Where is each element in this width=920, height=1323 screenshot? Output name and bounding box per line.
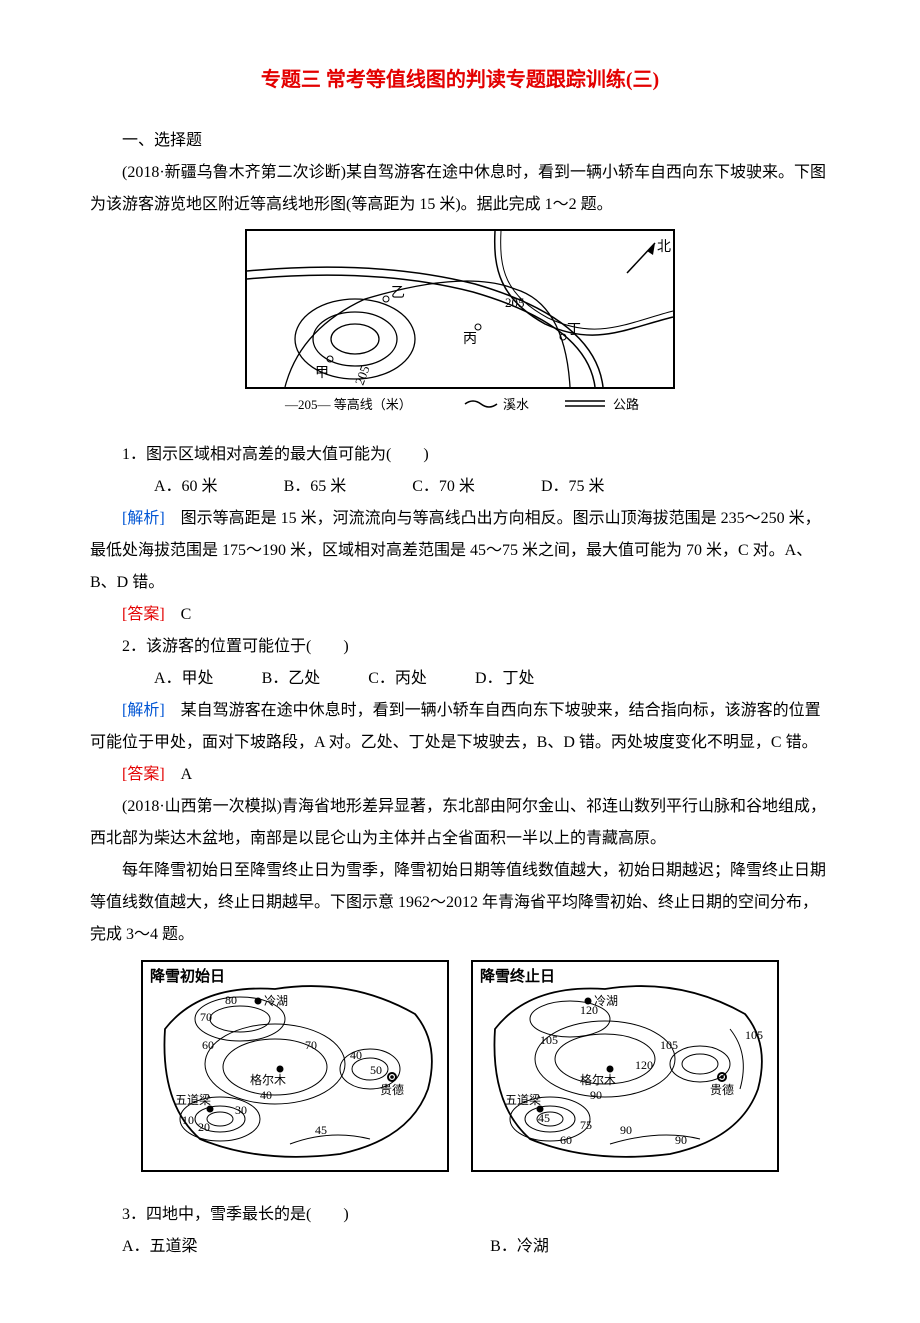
legend-contour: —205— 等高线（米） — [284, 397, 412, 412]
q1-options: A．60 米 B．65 米 C．70 米 D．75 米 — [90, 471, 830, 503]
val: 20 — [198, 1120, 210, 1134]
city-lenghu-l: 冷湖 — [264, 993, 288, 1008]
intro-2b: 每年降雪初始日至降雪终止日为雪季，降雪初始日期等值线数值越大，初始日期越迟；降雪… — [90, 855, 830, 951]
q3-stem: 3．四地中，雪季最长的是( ) — [90, 1199, 830, 1231]
val: 90 — [675, 1133, 687, 1147]
city-wdl-r: 五道梁 — [505, 1092, 541, 1107]
val: 30 — [235, 1103, 247, 1117]
page-title: 专题三 常考等值线图的判读专题跟踪训练(三) — [90, 60, 830, 100]
q3-opt-b: B．冷湖 — [490, 1231, 830, 1263]
q1-opt-d: D．75 米 — [509, 471, 605, 503]
compass-label: 北 — [657, 239, 671, 255]
pt-bing: 丙 — [463, 332, 477, 347]
q2-opt-c: C．丙处 — [336, 663, 427, 695]
q2-answer: [答案] A — [90, 759, 830, 791]
val: 70 — [305, 1038, 317, 1052]
val: 10 — [182, 1113, 194, 1127]
pt-ding: 丁 — [567, 323, 581, 338]
contour-label-1: 205 — [505, 295, 525, 310]
val: 45 — [538, 1111, 550, 1125]
city-geermu-l: 格尔木 — [250, 1072, 286, 1087]
q2-options: A．甲处 B．乙处 C．丙处 D．丁处 — [90, 663, 830, 695]
val: 90 — [590, 1088, 602, 1102]
city-guide-l: 贵德 — [380, 1082, 404, 1097]
legend-stream: 溪水 — [503, 397, 529, 412]
ans-label: [答案] — [122, 766, 165, 783]
city-guide-r: 贵德 — [710, 1082, 734, 1097]
val: 80 — [225, 993, 237, 1007]
q1-stem: 1．图示区域相对高差的最大值可能为( ) — [90, 439, 830, 471]
q2-opt-d: D．丁处 — [443, 663, 535, 695]
figure-2: 降雪初始日 80 70 60 70 40 40 50 30 20 10 45 冷… — [90, 959, 830, 1191]
legend-road: 公路 — [613, 397, 639, 412]
val: 40 — [350, 1048, 362, 1062]
val: 105 — [745, 1028, 763, 1042]
ans-label: [答案] — [122, 606, 165, 623]
q1-exp-text: 图示等高距是 15 米，河流流向与等高线凸出方向相反。图示山顶海拔范围是 235… — [90, 510, 821, 591]
q1-opt-a: A．60 米 — [122, 471, 218, 503]
fig2-left-title: 降雪初始日 — [150, 967, 225, 985]
q3-opt-a: A．五道梁 — [122, 1231, 462, 1263]
intro-2a: (2018·山西第一次模拟)青海省地形差异显著，东北部由阿尔金山、祁连山数列平行… — [90, 791, 830, 855]
val: 105 — [540, 1033, 558, 1047]
val: 45 — [315, 1123, 327, 1137]
q1-ans-text: C — [165, 606, 192, 623]
pt-jia: 甲 — [315, 366, 329, 381]
q2-ans-text: A — [165, 766, 193, 783]
val: 50 — [370, 1063, 382, 1077]
city-geermu-r: 格尔木 — [580, 1072, 616, 1087]
fig2-right-title: 降雪终止日 — [480, 967, 555, 985]
val: 90 — [620, 1123, 632, 1137]
section-heading: 一、选择题 — [90, 125, 830, 157]
q2-explanation: [解析] 某自驾游客在途中休息时，看到一辆小轿车自西向东下坡驶来，结合指向标，该… — [90, 695, 830, 759]
figure-1: 北 205 205 甲 乙 丙 丁 —205— 等高线（米） 溪水 公路 — [90, 229, 830, 431]
val: 60 — [202, 1038, 214, 1052]
q1-explanation: [解析] 图示等高距是 15 米，河流流向与等高线凸出方向相反。图示山顶海拔范围… — [90, 503, 830, 599]
q2-opt-a: A．甲处 — [122, 663, 214, 695]
intro-1: (2018·新疆乌鲁木齐第二次诊断)某自驾游客在途中休息时，看到一辆小轿车自西向… — [90, 157, 830, 221]
val: 40 — [260, 1088, 272, 1102]
city-wdl-l: 五道梁 — [175, 1092, 211, 1107]
exp-label: [解析] — [122, 702, 165, 719]
exp-label: [解析] — [122, 510, 165, 527]
city-lenghu-r: 冷湖 — [594, 993, 618, 1008]
val: 105 — [660, 1038, 678, 1052]
val: 120 — [635, 1058, 653, 1072]
q2-exp-text: 某自驾游客在途中休息时，看到一辆小轿车自西向东下坡驶来，结合指向标，该游客的位置… — [90, 702, 821, 751]
q2-stem: 2．该游客的位置可能位于( ) — [90, 631, 830, 663]
q1-opt-b: B．65 米 — [252, 471, 347, 503]
q1-answer: [答案] C — [90, 599, 830, 631]
q2-opt-b: B．乙处 — [230, 663, 321, 695]
val: 75 — [580, 1118, 592, 1132]
val: 70 — [200, 1010, 212, 1024]
val: 60 — [560, 1133, 572, 1147]
pt-yi: 乙 — [391, 285, 405, 301]
q1-opt-c: C．70 米 — [380, 471, 475, 503]
